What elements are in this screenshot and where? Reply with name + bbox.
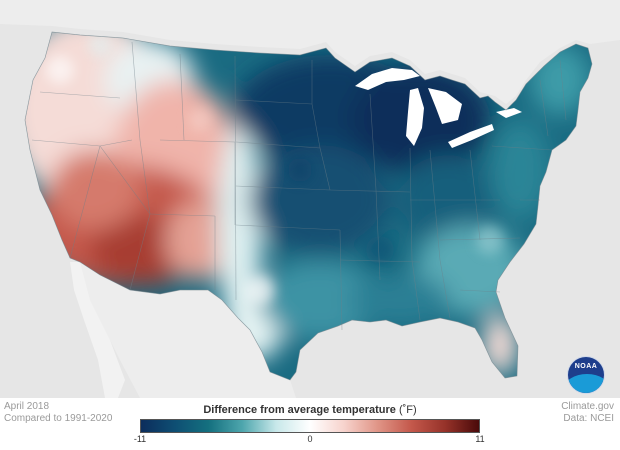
texture-spot [46, 56, 74, 84]
map-date-label: April 2018 [4, 401, 50, 412]
legend-colorbar [140, 419, 480, 433]
texas-anomaly [260, 260, 380, 340]
gulf-coast-anomaly [350, 275, 450, 325]
florida-anomaly [482, 315, 518, 375]
legend-tick-zero: 0 [307, 434, 313, 444]
noaa-logo: NOAA [567, 356, 605, 394]
noaa-logo-wave [568, 374, 604, 393]
legend-title: Difference from average temperature (˚F) [140, 404, 480, 416]
texture-spot [88, 33, 112, 57]
mid-atlantic-anomaly [490, 120, 550, 220]
legend-tick-min: -11 [133, 434, 147, 444]
legend-tick-max: 11 [475, 434, 485, 444]
source-site-label: Climate.gov [561, 401, 614, 412]
texture-spot [246, 276, 274, 304]
mexico-land [80, 262, 296, 398]
lake-superior [355, 68, 420, 90]
temperature-anomaly-map: NOAA [0, 0, 620, 398]
legend-title-text: Difference from average temperature [203, 404, 396, 416]
map-svg [0, 0, 620, 398]
lake-ontario [496, 108, 522, 118]
texture-spot [188, 108, 212, 132]
new-mexico-anomaly [165, 200, 235, 280]
noaa-logo-text: NOAA [574, 363, 598, 370]
central-plains-anomaly [250, 145, 390, 255]
texture-spot [288, 158, 312, 182]
state-boundaries [31, 41, 567, 331]
texture-spot [366, 236, 394, 264]
source-data-label: Data: NCEI [563, 413, 614, 424]
great-basin-anomaly [50, 150, 140, 230]
lake-huron [428, 88, 462, 124]
us-outline [24, 31, 593, 381]
lake-erie [448, 124, 494, 148]
texture-spot [476, 226, 504, 254]
legend-unit: (˚F) [398, 404, 417, 416]
baja-peninsula [70, 262, 125, 398]
canada-land [0, 0, 620, 104]
lake-michigan [406, 88, 424, 146]
baseline-label: Compared to 1991-2020 [4, 413, 113, 424]
